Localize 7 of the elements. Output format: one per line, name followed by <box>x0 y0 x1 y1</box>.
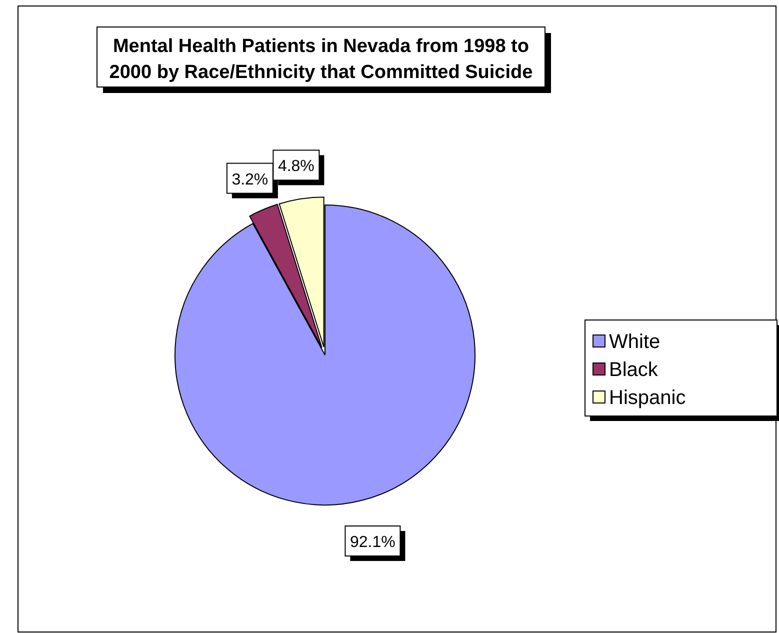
legend-label: White <box>609 331 660 353</box>
legend-label: Hispanic <box>609 387 686 409</box>
chart-title: Mental Health Patients in Nevada from 1998 to 2000 by Race/Ethnicity that Committed Suicide <box>109 36 533 83</box>
data-label: 4.8% <box>278 158 314 176</box>
data-label: 92.1% <box>350 534 396 551</box>
data-label: 3.2% <box>232 171 268 188</box>
legend-label: Black <box>609 359 659 381</box>
